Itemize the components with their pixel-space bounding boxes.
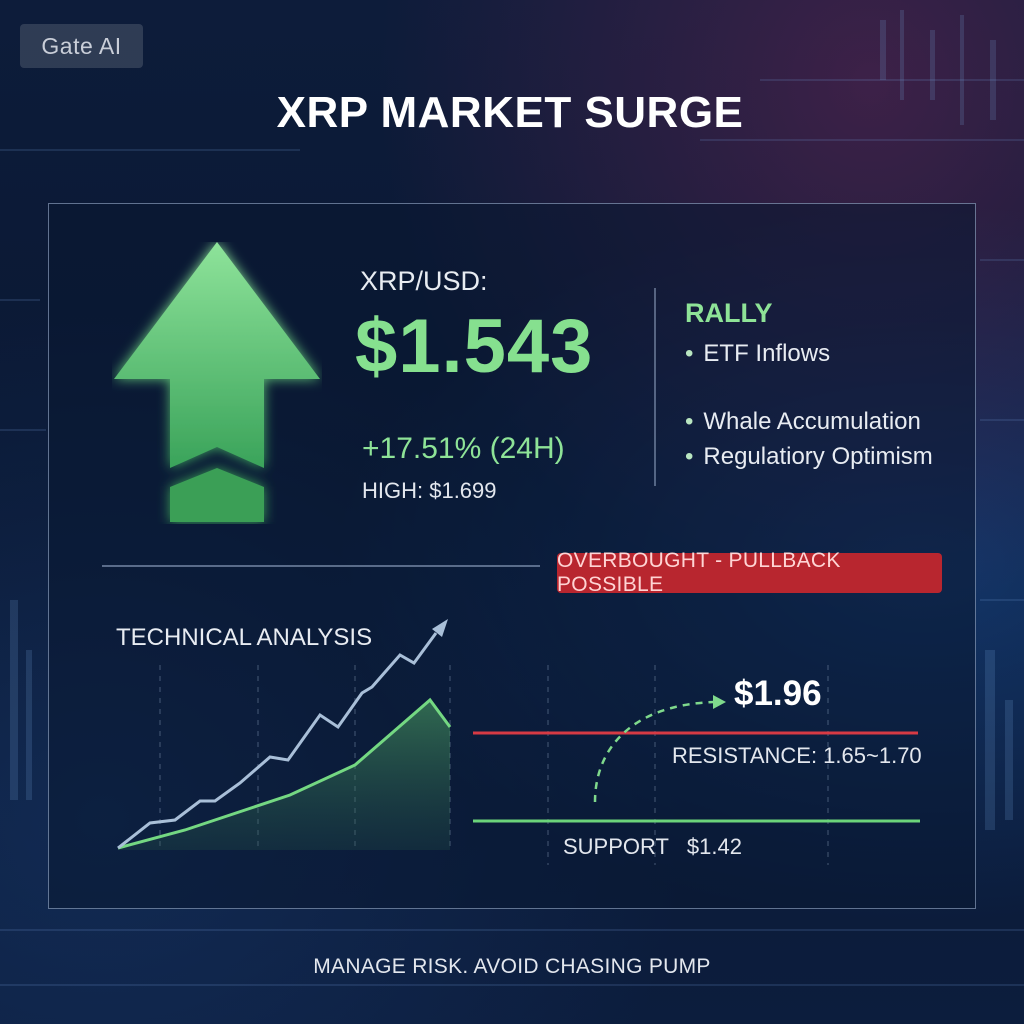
projection-arrow-icon <box>713 695 726 709</box>
gate-ai-badge: Gate AI <box>20 24 143 68</box>
horizontal-divider <box>102 565 540 567</box>
rally-title: RALLY <box>685 298 773 328</box>
levels-gridlines <box>547 665 829 865</box>
rally-item-label: ETF Inflows <box>703 340 831 367</box>
trend-arrow-icon <box>432 619 448 637</box>
rally-item-label: Regulatiory Optimism <box>703 443 933 470</box>
support-label: SUPPORT $1.42 <box>563 834 742 859</box>
target-price: $1.96 <box>734 674 822 713</box>
rally-item-label: Whale Accumulation <box>703 408 921 435</box>
technical-analysis-title: TECHNICAL ANALYSIS <box>116 624 373 651</box>
price-change: +17.51% (24H) <box>362 432 565 465</box>
price-value: $1.543 <box>355 304 594 389</box>
up-arrow-icon <box>114 242 320 522</box>
rally-item: • Whale Accumulation <box>685 408 921 435</box>
trend-line-green <box>117 697 452 850</box>
vertical-divider <box>654 288 656 486</box>
page-title: XRP MARKET SURGE <box>276 88 744 137</box>
levels-chart <box>473 665 920 865</box>
resistance-label: RESISTANCE: 1.65~1.70 <box>672 743 922 768</box>
trend-chart <box>117 619 452 850</box>
trend-line-blue <box>117 632 438 850</box>
projection-path <box>593 700 715 803</box>
pair-label: XRP/USD: <box>360 266 488 296</box>
footer-note: MANAGE RISK. AVOID CHASING PUMP <box>313 955 711 978</box>
overbought-warning-badge: OVERBOUGHT - PULLBACK POSSIBLE <box>557 549 942 596</box>
rally-item: • Regulatiory Optimism <box>685 443 933 470</box>
area-fill <box>118 700 450 850</box>
high-value: HIGH: $1.699 <box>362 478 497 503</box>
rally-item: • ETF Inflows <box>685 340 831 367</box>
